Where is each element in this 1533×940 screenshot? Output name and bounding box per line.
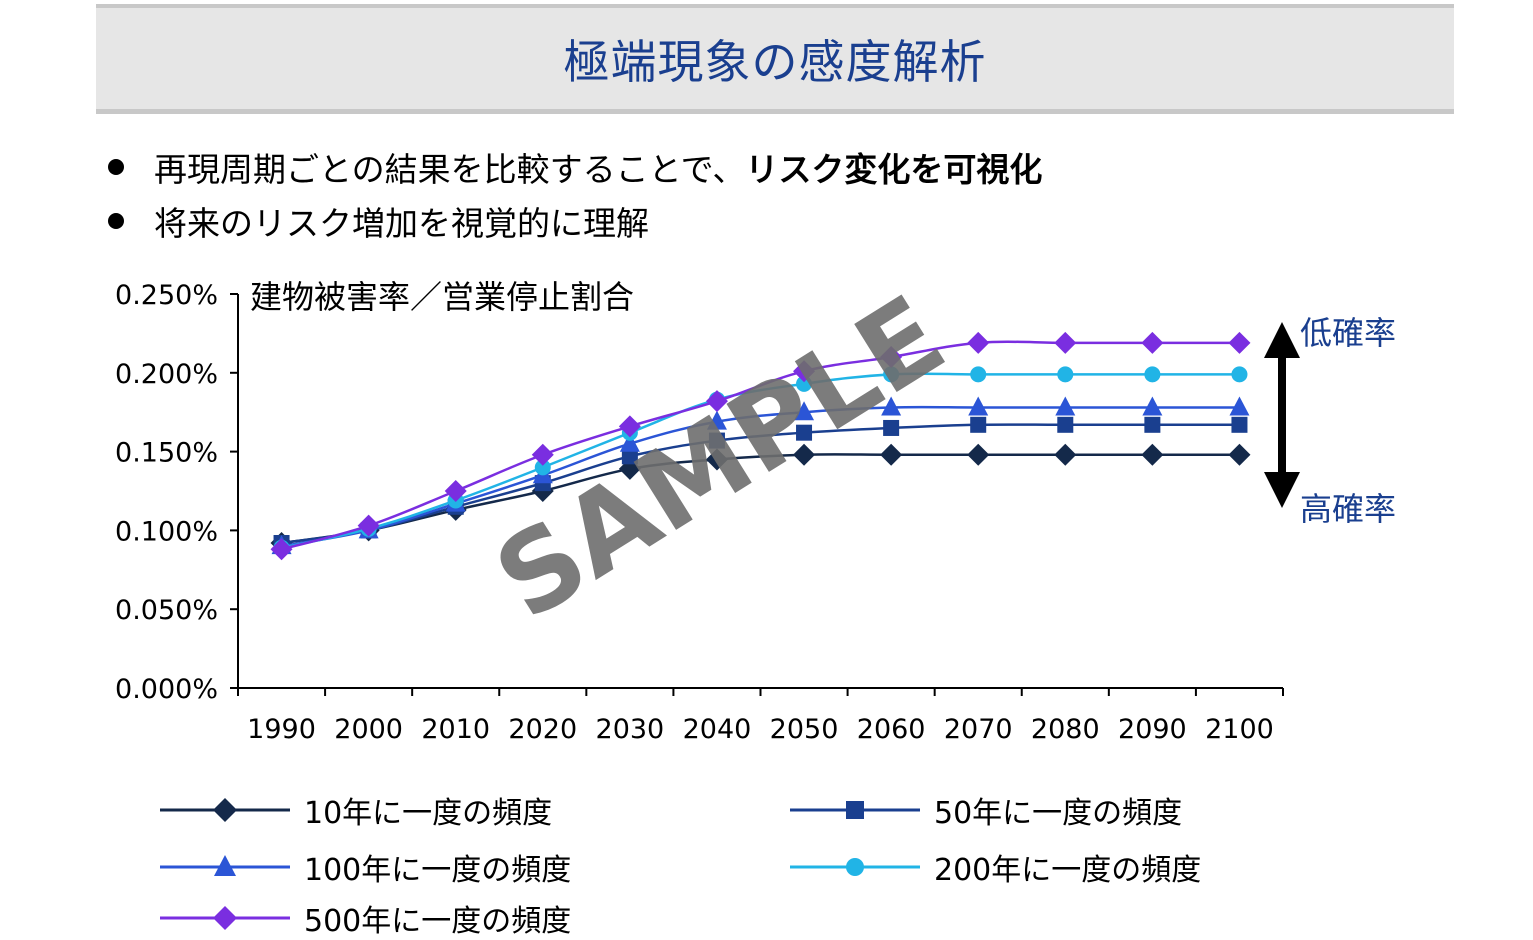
data-point-4-0 xyxy=(270,538,293,561)
data-point-0-9 xyxy=(1054,443,1077,466)
y-tick-label: 0.200% xyxy=(115,359,218,390)
data-point-2-5 xyxy=(706,410,727,430)
data-point-1-7 xyxy=(883,419,900,436)
y-tick-label: 0.150% xyxy=(115,438,218,469)
x-tick-label: 2080 xyxy=(1031,714,1100,745)
data-point-1-6 xyxy=(796,424,813,441)
data-point-0-10 xyxy=(1141,443,1164,466)
series-line-2 xyxy=(281,405,1240,548)
data-point-3-9 xyxy=(1057,366,1074,383)
data-point-3-3 xyxy=(534,459,551,476)
x-tick-label: 2090 xyxy=(1118,714,1187,745)
bullet-dot-icon xyxy=(108,213,124,229)
data-point-2-8 xyxy=(968,396,989,416)
data-point-4-7 xyxy=(880,346,903,369)
data-point-2-7 xyxy=(881,396,902,416)
data-point-4-11 xyxy=(1228,331,1251,354)
chart-title: 建物被害率／営業停止割合 xyxy=(250,278,634,316)
x-tick-label: 2070 xyxy=(944,714,1013,745)
x-tick-label: 2020 xyxy=(508,714,577,745)
data-point-1-9 xyxy=(1057,416,1074,433)
data-point-0-6 xyxy=(793,443,816,466)
data-point-2-10 xyxy=(1142,396,1163,416)
x-tick-label: 2010 xyxy=(421,714,490,745)
data-point-1-10 xyxy=(1144,416,1161,433)
data-point-1-8 xyxy=(970,416,987,433)
y-tick-label: 0.100% xyxy=(115,516,218,547)
data-point-2-11 xyxy=(1229,396,1250,416)
data-point-4-3 xyxy=(531,443,554,466)
x-tick-label: 1990 xyxy=(247,714,316,745)
data-point-4-9 xyxy=(1054,331,1077,354)
series-line-1 xyxy=(281,423,1240,545)
data-point-2-6 xyxy=(794,401,815,421)
low-probability-label: 低確率 xyxy=(1300,314,1397,352)
page-title: 極端現象の感度解析 xyxy=(563,34,987,89)
arrow-up-icon xyxy=(1264,322,1300,358)
data-point-4-6 xyxy=(793,360,816,383)
series-line-3 xyxy=(281,372,1240,549)
data-point-4-2 xyxy=(444,480,467,502)
bullet-dot-icon xyxy=(108,159,124,175)
data-point-3-8 xyxy=(970,366,987,383)
data-point-0-8 xyxy=(967,443,990,466)
data-point-3-11 xyxy=(1231,366,1248,383)
bullet-item-1: 再現周期ごとの結果を比較することで、 リスク変化を可視化 xyxy=(104,140,1042,194)
high-probability-label: 高確率 xyxy=(1300,490,1397,528)
arrow-down-icon xyxy=(1264,472,1300,508)
data-point-3-10 xyxy=(1144,366,1161,383)
data-point-4-8 xyxy=(967,331,990,354)
bullet-item-2: 将来のリスク増加を視覚的に理解 xyxy=(104,194,1042,248)
bullet-text-1-bold: リスク変化を可視化 xyxy=(745,150,1043,189)
data-point-2-4 xyxy=(619,432,640,452)
x-tick-label: 2050 xyxy=(770,714,839,745)
data-point-0-11 xyxy=(1228,443,1251,466)
x-tick-label: 2000 xyxy=(334,714,403,745)
data-point-0-7 xyxy=(880,443,903,466)
x-tick-label: 2060 xyxy=(857,714,926,745)
data-point-3-6 xyxy=(796,375,813,392)
title-bar: 極端現象の感度解析 xyxy=(96,4,1454,114)
data-point-1-11 xyxy=(1231,416,1248,433)
y-tick-label: 0.000% xyxy=(115,674,218,705)
data-point-4-1 xyxy=(357,514,380,537)
data-point-2-9 xyxy=(1055,396,1076,416)
x-tick-label: 2100 xyxy=(1205,714,1274,745)
data-point-1-4 xyxy=(621,448,638,465)
x-tick-label: 2040 xyxy=(683,714,752,745)
data-point-1-5 xyxy=(708,432,725,449)
x-tick-label: 2030 xyxy=(596,714,665,745)
bullet-text-2: 将来のリスク増加を視覚的に理解 xyxy=(154,204,649,243)
bullet-list: 再現周期ごとの結果を比較することで、 リスク変化を可視化 将来のリスク増加を視覚的… xyxy=(104,140,1042,248)
bullet-text-1: 再現周期ごとの結果を比較することで、 xyxy=(154,150,746,189)
y-tick-label: 0.250% xyxy=(115,280,218,311)
data-point-4-10 xyxy=(1141,331,1164,354)
data-point-0-5 xyxy=(705,448,728,471)
data-point-3-7 xyxy=(883,366,900,383)
data-point-4-5 xyxy=(705,390,728,413)
y-tick-label: 0.050% xyxy=(115,595,218,626)
data-point-4-4 xyxy=(618,415,641,438)
